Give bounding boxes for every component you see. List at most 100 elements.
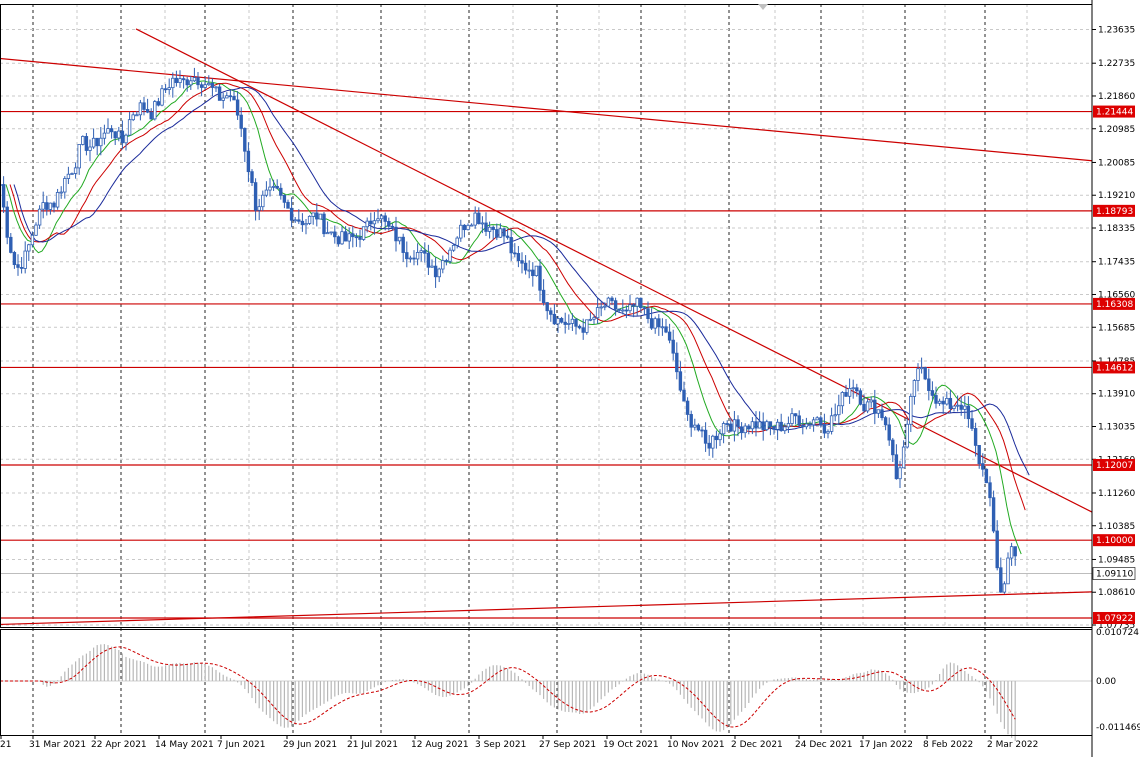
level-label-bg <box>1093 297 1135 310</box>
candle-body <box>408 257 413 260</box>
candle-body <box>412 257 416 260</box>
price-tick-label: 1.08610 <box>1098 588 1135 598</box>
candle-body <box>19 267 24 269</box>
candle-body <box>937 400 942 404</box>
candle-body <box>556 318 560 325</box>
candle-body <box>509 237 513 254</box>
candle-body <box>271 185 276 188</box>
trend-line[interactable] <box>0 57 1093 162</box>
candle-body <box>862 403 866 412</box>
candle-body <box>477 212 481 225</box>
candle-body <box>981 463 985 470</box>
candle-body <box>156 101 161 106</box>
candle-body <box>930 390 935 396</box>
candle-body <box>919 367 924 370</box>
candle-body <box>383 215 387 222</box>
candle-body <box>289 207 294 221</box>
candle-body <box>322 213 326 235</box>
candle-body <box>286 201 290 209</box>
candle-body <box>581 327 585 333</box>
candle-body <box>775 421 780 430</box>
candle-body <box>736 419 740 428</box>
candle-body <box>372 220 377 225</box>
candle-body <box>27 244 31 252</box>
price-tick-label: 1.07735 <box>1098 621 1135 631</box>
candle-body <box>196 77 200 86</box>
price-tick-label: 1.13910 <box>1098 390 1135 400</box>
price-tick-label: 1.09485 <box>1098 555 1135 565</box>
trend-lines[interactable] <box>0 28 1093 626</box>
candle-body <box>225 95 229 99</box>
candle-body <box>901 446 906 469</box>
candle-body <box>250 171 254 183</box>
candle-body <box>631 304 636 307</box>
candle-body <box>95 137 99 147</box>
candle-body <box>257 206 261 211</box>
candle-body <box>235 99 240 116</box>
candle-body <box>588 318 593 321</box>
trend-line[interactable] <box>135 28 1093 513</box>
candle-body <box>88 146 92 151</box>
candle-body <box>5 206 9 238</box>
candle-body <box>711 435 715 449</box>
time-tick-label: 24 Dec 2021 <box>795 740 853 750</box>
candle-body <box>185 79 189 86</box>
candle-body <box>707 442 711 449</box>
candle-body <box>347 233 351 242</box>
trend-line[interactable] <box>0 591 1093 626</box>
candle-body <box>340 231 344 245</box>
candle-body <box>282 194 287 203</box>
candle-body <box>487 226 492 232</box>
time-tick-label: 2 Dec 2021 <box>731 740 783 750</box>
candle-body <box>952 405 956 409</box>
candle-body <box>858 390 863 405</box>
candle-body <box>783 426 787 432</box>
candle-body <box>81 136 85 145</box>
candle-body <box>1013 546 1017 557</box>
candle-body <box>433 265 438 278</box>
candle-body <box>466 224 470 231</box>
candle-body <box>955 404 960 407</box>
candle-body <box>199 84 204 88</box>
candle-body <box>34 224 38 236</box>
time-tick-label: 17 Jan 2022 <box>859 740 913 750</box>
candle-body <box>865 401 870 412</box>
candle-body <box>801 424 805 428</box>
candle-body <box>934 395 938 404</box>
candle-body <box>628 304 632 312</box>
candle-body <box>387 221 391 227</box>
candle-body <box>268 186 272 191</box>
scroll-marker-icon[interactable] <box>758 4 768 10</box>
candle-body <box>84 136 89 151</box>
candle-body <box>527 269 531 272</box>
candle-body <box>646 308 650 319</box>
candle-body <box>361 226 366 240</box>
candle-body <box>520 260 524 264</box>
candle-body <box>174 77 179 84</box>
candle-body <box>516 253 521 262</box>
candle-body <box>534 265 539 277</box>
candle-body <box>869 399 873 403</box>
candle-body <box>905 423 909 448</box>
candle-body <box>311 212 315 217</box>
candle-body <box>333 231 337 238</box>
ma-slow-line <box>13 86 1030 476</box>
time-tick-label: 14 May 2021 <box>155 740 214 750</box>
candle-body <box>559 318 564 323</box>
candle-body <box>142 102 146 110</box>
candle-body <box>369 220 373 225</box>
candle-body <box>149 111 153 120</box>
candle-body <box>639 297 643 308</box>
level-label: 1.16308 <box>1096 300 1133 310</box>
candle-body <box>30 234 35 246</box>
candle-body <box>624 309 629 312</box>
candle-body <box>721 423 726 435</box>
candle-body <box>667 331 672 341</box>
price-tick-label: 1.13035 <box>1098 423 1135 433</box>
candle-body <box>963 405 967 410</box>
price-tick-label: 1.20085 <box>1098 158 1135 168</box>
candle-body <box>426 252 431 268</box>
